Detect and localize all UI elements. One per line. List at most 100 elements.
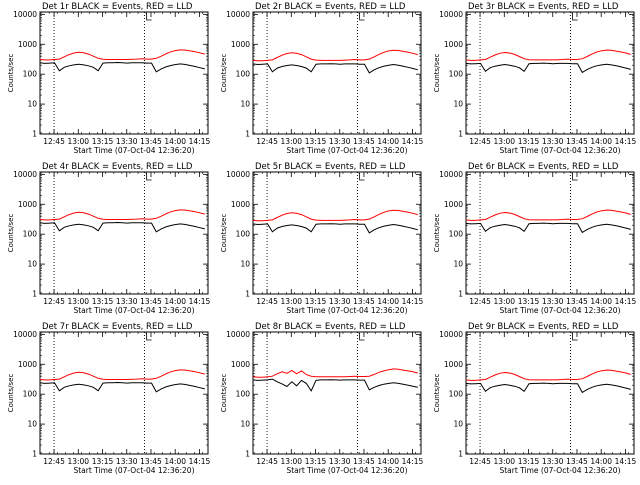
events-series-line <box>39 221 205 233</box>
x-tick-label: 13:45 <box>140 137 162 146</box>
time-marker <box>146 173 152 181</box>
y-tick-label: 10000 <box>226 10 250 19</box>
x-tick-label: 13:00 <box>493 137 515 146</box>
panel-7: Det 7r BLACK = Events, RED = LLD 1 10 100 10… <box>7 322 210 475</box>
x-tick-label: 13:45 <box>566 137 588 146</box>
lld-series-line <box>252 368 418 378</box>
plot-frame <box>465 331 635 455</box>
x-tick-label: 14:15 <box>402 457 424 466</box>
x-tick-label: 14:00 <box>164 137 186 146</box>
y-axis-label: Counts/sec <box>433 54 441 93</box>
y-tick-label: 1000 <box>18 360 37 369</box>
x-tick-label: 13:00 <box>280 137 302 146</box>
lld-series-line <box>39 369 205 381</box>
x-tick-label: 13:45 <box>353 457 375 466</box>
x-tick-label: 13:15 <box>92 137 114 146</box>
x-axis-label: Start Time (07-Oct-04 12:36:20) <box>286 146 407 155</box>
y-tick-label: 10000 <box>226 170 250 179</box>
x-tick-label: 13:45 <box>140 457 162 466</box>
x-tick-label: 14:00 <box>590 137 612 146</box>
y-tick-label: 10 <box>453 420 463 429</box>
y-tick-label: 1000 <box>18 40 37 49</box>
y-tick-label: 1000 <box>444 360 463 369</box>
time-marker <box>572 173 578 181</box>
y-tick-label: 1000 <box>231 360 250 369</box>
x-tick-label: 13:15 <box>92 297 114 306</box>
panel-8: Det 8r BLACK = Events, RED = LLD 1 10 100 10… <box>220 322 423 475</box>
events-series-line <box>465 62 631 74</box>
plot-frame <box>252 11 422 135</box>
plot-frame <box>39 331 209 455</box>
y-tick-label: 1 <box>458 450 463 459</box>
y-tick-label: 1000 <box>231 40 250 49</box>
x-axis-label: Start Time (07-Oct-04 12:36:20) <box>499 306 620 315</box>
panel-2: Det 2r BLACK = Events, RED = LLD 1 10 100 10… <box>220 2 423 155</box>
x-tick-label: 13:00 <box>493 297 515 306</box>
y-tick-label: 100 <box>23 390 38 399</box>
y-tick-label: 100 <box>449 230 464 239</box>
y-tick-label: 10 <box>27 260 37 269</box>
panel-title: Det 1r BLACK = Events, RED = LLD <box>42 2 193 12</box>
x-tick-label: 13:30 <box>116 137 138 146</box>
plot-frame <box>252 331 422 455</box>
x-tick-label: 14:15 <box>189 297 211 306</box>
x-tick-label: 13:30 <box>329 457 351 466</box>
y-tick-label: 100 <box>23 230 38 239</box>
x-tick-label: 13:45 <box>353 297 375 306</box>
time-marker <box>359 173 365 181</box>
events-series-line <box>252 378 418 392</box>
x-tick-label: 13:30 <box>542 137 564 146</box>
panel-6: Det 6r BLACK = Events, RED = LLD 1 10 100 10… <box>433 162 636 315</box>
y-axis-label: Counts/sec <box>433 214 441 253</box>
panel-3: Det 3r BLACK = Events, RED = LLD 1 10 100 10… <box>433 2 636 155</box>
y-tick-label: 10000 <box>439 10 463 19</box>
panel-title: Det 3r BLACK = Events, RED = LLD <box>468 2 619 12</box>
x-axis-label: Start Time (07-Oct-04 12:36:20) <box>286 466 407 475</box>
panel-title: Det 2r BLACK = Events, RED = LLD <box>255 2 406 12</box>
x-tick-label: 14:00 <box>164 457 186 466</box>
panel-title: Det 9r BLACK = Events, RED = LLD <box>468 322 619 332</box>
y-tick-label: 10000 <box>13 10 37 19</box>
time-marker <box>359 13 365 21</box>
x-axis-label: Start Time (07-Oct-04 12:36:20) <box>286 306 407 315</box>
events-series-line <box>39 61 205 73</box>
x-tick-label: 14:00 <box>590 457 612 466</box>
x-tick-label: 12:45 <box>43 297 65 306</box>
panel-title: Det 6r BLACK = Events, RED = LLD <box>468 162 619 172</box>
y-axis-label: Counts/sec <box>220 374 228 413</box>
x-tick-label: 14:00 <box>590 297 612 306</box>
x-tick-label: 14:00 <box>377 297 399 306</box>
x-tick-label: 13:45 <box>353 137 375 146</box>
y-tick-label: 1 <box>245 130 250 139</box>
y-tick-label: 1 <box>32 290 37 299</box>
panel-title: Det 4r BLACK = Events, RED = LLD <box>42 162 193 172</box>
y-tick-label: 10 <box>240 260 250 269</box>
y-tick-label: 10000 <box>226 330 250 339</box>
x-tick-label: 13:30 <box>329 297 351 306</box>
y-axis-label: Counts/sec <box>433 374 441 413</box>
x-axis-label: Start Time (07-Oct-04 12:36:20) <box>73 306 194 315</box>
x-tick-label: 12:45 <box>469 457 491 466</box>
y-tick-label: 10 <box>27 100 37 109</box>
panel-title: Det 5r BLACK = Events, RED = LLD <box>255 162 406 172</box>
y-tick-label: 10 <box>453 260 463 269</box>
time-marker <box>359 333 365 341</box>
plot-frame <box>252 171 422 295</box>
y-tick-label: 100 <box>236 70 251 79</box>
x-tick-label: 13:15 <box>518 297 540 306</box>
x-tick-label: 12:45 <box>43 457 65 466</box>
y-tick-label: 1000 <box>18 200 37 209</box>
x-tick-label: 13:15 <box>305 137 327 146</box>
y-tick-label: 1 <box>32 130 37 139</box>
y-tick-label: 1 <box>458 290 463 299</box>
x-tick-label: 12:45 <box>256 137 278 146</box>
lld-series-line <box>39 49 205 61</box>
y-axis-label: Counts/sec <box>7 214 15 253</box>
x-tick-label: 13:15 <box>305 297 327 306</box>
panel-title: Det 7r BLACK = Events, RED = LLD <box>42 322 193 332</box>
x-tick-label: 13:00 <box>493 457 515 466</box>
time-marker <box>146 13 152 21</box>
lld-series-line <box>465 369 631 381</box>
y-axis-label: Counts/sec <box>7 54 15 93</box>
